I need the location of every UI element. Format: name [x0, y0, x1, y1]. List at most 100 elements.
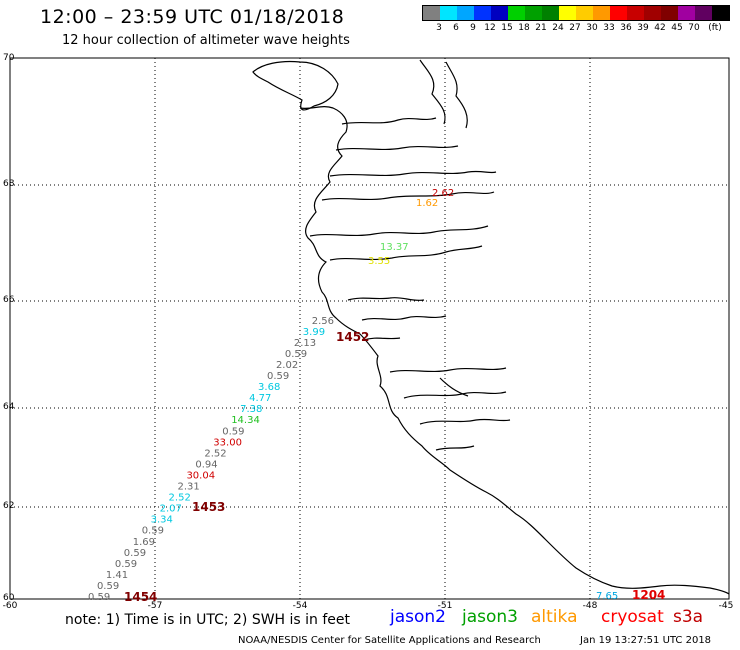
color-swatch-4	[491, 6, 508, 20]
color-swatch-8	[559, 6, 576, 20]
track-value: 30.04	[186, 470, 215, 481]
generated-timestamp: Jan 19 13:27:51 UTC 2018	[580, 635, 712, 646]
track-value: 0.59	[222, 426, 244, 437]
track-value: 33.00	[213, 437, 242, 448]
track-value: 7.38	[240, 404, 262, 415]
footer-note: note: 1) Time is in UTC; 2) SWH is in fe…	[65, 612, 351, 628]
color-scale-label: 24	[552, 23, 564, 33]
track-value: 3.99	[303, 327, 325, 338]
color-swatch-16	[695, 6, 712, 20]
legend-s3a: s3a	[673, 607, 704, 627]
time-label-1452: 1452	[336, 330, 369, 344]
lat-label-64: 64	[3, 402, 15, 412]
track-value: 0.59	[97, 581, 119, 592]
color-swatch-1	[440, 6, 457, 20]
color-swatch-0	[423, 6, 440, 20]
color-scale-label: 9	[470, 23, 476, 33]
track-value: 3.34	[151, 515, 173, 526]
color-swatch-14	[661, 6, 678, 20]
lat-label-68: 68	[3, 179, 15, 189]
time-label-1204: 1204	[632, 588, 665, 602]
time-label-1453: 1453	[192, 500, 225, 514]
track-value: 2.07	[160, 504, 182, 515]
legend-cryosat: cryosat	[601, 607, 664, 627]
track-value: 2.13	[294, 338, 316, 349]
coastline	[252, 59, 730, 595]
graticule	[10, 58, 729, 599]
track-value: 0.94	[195, 459, 217, 470]
color-scale-label: 36	[620, 23, 632, 33]
track-cryosat-values: 2.621.62	[416, 188, 454, 209]
track-value: 2.31	[178, 482, 200, 493]
lon-label-45: -45	[718, 601, 734, 611]
track-value: 14.34	[231, 415, 260, 426]
plot-frame	[9, 57, 730, 600]
color-scale-label: 6	[453, 23, 459, 33]
track-value: 2.02	[276, 360, 298, 371]
color-swatch-15	[678, 6, 695, 20]
color-scale-label: 39	[637, 23, 649, 33]
color-swatch-13	[644, 6, 661, 20]
color-swatch-12	[627, 6, 644, 20]
color-swatch-17	[712, 6, 729, 20]
color-scale-label: 42	[654, 23, 666, 33]
color-scale-label: 3	[436, 23, 442, 33]
track-altika-values: 13.37 3.55	[368, 242, 409, 267]
credit-line: NOAA/NESDIS Center for Satellite Applica…	[238, 635, 541, 646]
color-swatch-5	[508, 6, 525, 20]
lon-label-57: -57	[147, 601, 163, 611]
legend-jason2: jason2	[390, 607, 446, 627]
color-scale-label: 27	[569, 23, 581, 33]
track-value-7-65: 7.65	[596, 591, 618, 602]
track-value: 4.77	[249, 393, 271, 404]
lon-label-48: -48	[582, 601, 598, 611]
color-scale-swatches	[422, 5, 730, 21]
track-value: 0.59	[142, 526, 164, 537]
color-swatch-9	[576, 6, 593, 20]
track-value: 2.52	[169, 493, 191, 504]
track-value: 0.59	[124, 548, 146, 559]
track-value: 13.37	[380, 242, 409, 253]
color-scale-label: 15	[501, 23, 513, 33]
color-swatch-2	[457, 6, 474, 20]
lon-label-60: -60	[2, 601, 18, 611]
track-value: 2.62	[432, 188, 454, 199]
track-value: 3.55	[368, 256, 390, 267]
lon-label-51: -51	[437, 601, 453, 611]
color-swatch-7	[542, 6, 559, 20]
color-swatch-10	[593, 6, 610, 20]
color-scale: 3 6 9 12 15 18 21 24 27 30 33 36 39 42 45 70 (ft)	[422, 5, 730, 35]
map-title: 12:00 – 23:59 UTC 01/18/2018	[40, 6, 345, 28]
lat-label-70: 70	[3, 53, 15, 63]
track-value: 3.68	[258, 382, 280, 393]
color-scale-label: (ft)	[708, 23, 722, 33]
color-scale-label: 12	[484, 23, 496, 33]
lat-label-60: 60	[3, 593, 15, 603]
color-scale-labels: 3 6 9 12 15 18 21 24 27 30 33 36 39 42 45 70 (ft)	[422, 21, 730, 35]
track-value: 0.59	[115, 559, 137, 570]
time-label-1454: 1454	[124, 590, 157, 604]
track-value: 2.56	[312, 316, 334, 327]
map-subtitle: 12 hour collection of altimeter wave hei…	[62, 33, 350, 48]
lat-label-62: 62	[3, 501, 15, 511]
color-swatch-11	[610, 6, 627, 20]
color-scale-label: 45	[671, 23, 683, 33]
color-scale-label: 33	[603, 23, 615, 33]
legend-altika: altika	[531, 607, 578, 627]
lat-label-66: 66	[3, 295, 15, 305]
legend-jason3: jason3	[462, 607, 518, 627]
track-jason-values: 0.590.591.410.590.591.690.593.342.072.52…	[88, 316, 334, 603]
track-value: 1.41	[106, 570, 128, 581]
color-scale-label: 21	[535, 23, 547, 33]
track-value: 0.59	[267, 371, 289, 382]
track-value: 1.62	[416, 198, 438, 209]
track-value: 2.52	[204, 448, 226, 459]
color-scale-label: 18	[518, 23, 530, 33]
track-value: 0.59	[285, 349, 307, 360]
color-swatch-3	[474, 6, 491, 20]
color-swatch-6	[525, 6, 542, 20]
color-scale-label: 30	[586, 23, 598, 33]
lon-label-54: -54	[292, 601, 308, 611]
track-value: 0.59	[88, 592, 110, 603]
